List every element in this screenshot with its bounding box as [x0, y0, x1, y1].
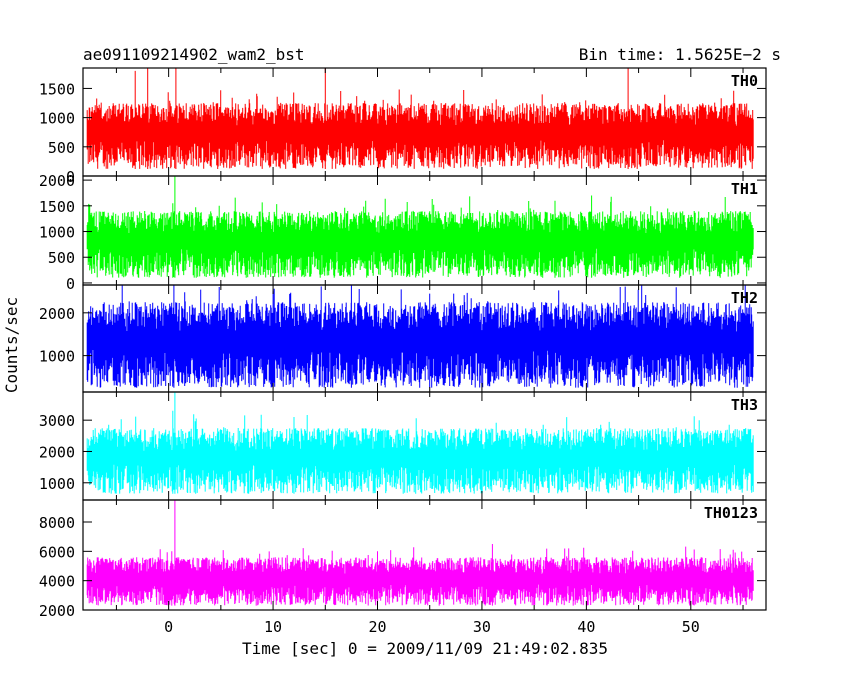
- x-tick-label: 10: [264, 618, 282, 636]
- y-axis-label: Counts/sec: [2, 297, 21, 393]
- th0-ytick-label: 500: [48, 139, 75, 157]
- th3-ytick-label: 3000: [39, 412, 75, 430]
- th1-ytick-label: 0: [66, 275, 75, 293]
- th0123-ytick-label: 4000: [39, 573, 75, 591]
- th0-ytick-label: 1000: [39, 110, 75, 128]
- th0123-ytick-label: 2000: [39, 602, 75, 620]
- x-tick-label: 20: [368, 618, 386, 636]
- th1-panel-label: TH1: [731, 180, 758, 198]
- th2-ytick-label: 1000: [39, 348, 75, 366]
- x-tick-label: 0: [164, 618, 173, 636]
- th0123-ytick-label: 8000: [39, 514, 75, 532]
- th1-ytick-label: 500: [48, 249, 75, 267]
- x-tick-label: 40: [577, 618, 595, 636]
- th3-ytick-label: 2000: [39, 443, 75, 461]
- chart-title: ae091109214902_wam2_bst: [83, 45, 305, 64]
- th2-panel-label: TH2: [731, 289, 758, 307]
- th3-panel-label: TH3: [731, 396, 758, 414]
- th1-series: [86, 176, 754, 278]
- th2-series: [86, 285, 754, 388]
- x-axis-label: Time [sec] 0 = 2009/11/09 21:49:02.835: [242, 639, 608, 658]
- th0-ytick-label: 1500: [39, 80, 75, 98]
- x-tick-label: 30: [473, 618, 491, 636]
- x-tick-label: 50: [682, 618, 700, 636]
- th0123-ytick-label: 6000: [39, 543, 75, 561]
- th3-ytick-label: 1000: [39, 475, 75, 493]
- bin-time-label: Bin time: 1.5625E−2 s: [579, 45, 781, 64]
- th2-ytick-label: 2000: [39, 305, 75, 323]
- th3-series: [86, 392, 754, 494]
- th1-ytick-label: 1000: [39, 224, 75, 242]
- th1-ytick-label: 2000: [39, 172, 75, 190]
- th0123-series: [86, 500, 754, 606]
- th0-series: [86, 68, 754, 169]
- th0-panel-label: TH0: [731, 72, 758, 90]
- th0-ytick-label: 0: [66, 168, 75, 186]
- th1-ytick-label: 1500: [39, 198, 75, 216]
- th0123-panel-frame: [82, 499, 767, 611]
- th0123-panel-label: TH0123: [704, 504, 758, 522]
